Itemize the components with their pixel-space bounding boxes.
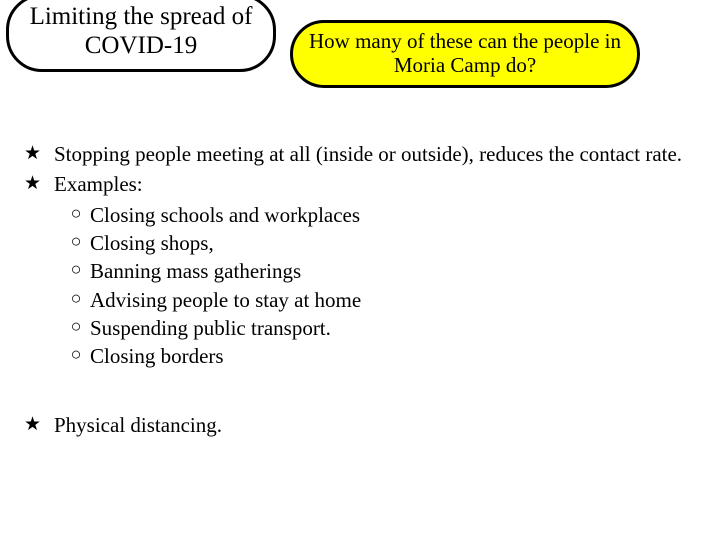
circle-icon: ○ [62,201,90,226]
bullet-star-1: ★ Stopping people meeting at all (inside… [24,140,704,168]
sub-text-0: Closing schools and workplaces [90,201,704,229]
title-text: Limiting the spread of COVID-19 [30,3,253,59]
list-item: ○ Closing shops, [62,229,704,257]
title-callout: Limiting the spread of COVID-19 [6,0,276,72]
star-icon: ★ [24,411,54,439]
list-item: ○ Closing borders [62,342,704,370]
circle-icon: ○ [62,229,90,254]
sub-text-1: Closing shops, [90,229,704,257]
sub-text-4: Suspending public transport. [90,314,704,342]
sub-text-2: Banning mass gatherings [90,257,704,285]
circle-icon: ○ [62,342,90,367]
bullet-text-1: Stopping people meeting at all (inside o… [54,140,704,168]
sub-text-3: Advising people to stay at home [90,286,704,314]
slide: Limiting the spread of COVID-19 From las… [0,0,720,540]
bullet-text-3: Physical distancing. [54,411,704,439]
body-content: ★ Stopping people meeting at all (inside… [24,140,704,441]
bullet-text-2: Examples: [54,170,704,198]
circle-icon: ○ [62,314,90,339]
question-callout: How many of these can the people in Mori… [290,20,640,88]
star-icon: ★ [24,140,54,168]
bullet-star-3: ★ Physical distancing. [24,411,704,439]
list-item: ○ Suspending public transport. [62,314,704,342]
list-item: ○ Closing schools and workplaces [62,201,704,229]
sub-list: ○ Closing schools and workplaces ○ Closi… [62,201,704,371]
sub-text-5: Closing borders [90,342,704,370]
star-icon: ★ [24,170,54,198]
circle-icon: ○ [62,286,90,311]
bullet-star-2: ★ Examples: [24,170,704,198]
question-text: How many of these can the people in Mori… [309,29,621,77]
list-item: ○ Banning mass gatherings [62,257,704,285]
circle-icon: ○ [62,257,90,282]
spacer [24,371,704,411]
list-item: ○ Advising people to stay at home [62,286,704,314]
